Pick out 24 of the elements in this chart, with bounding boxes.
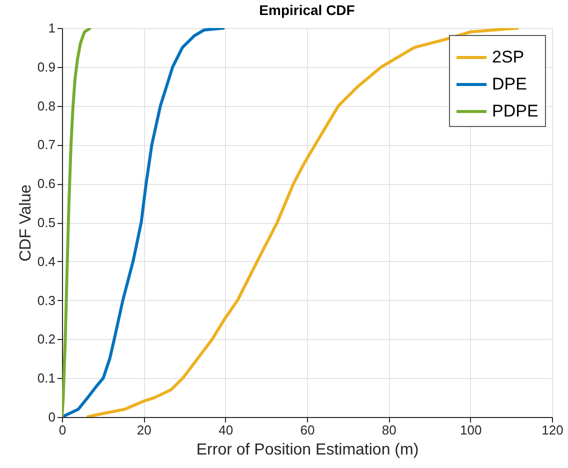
y-tick-label: 0.4 [37,254,56,269]
y-tick-label: 0.8 [37,98,56,114]
legend-label: PDPE [492,102,538,120]
y-tick-label: 0.6 [37,176,56,192]
x-axis-title: Error of Position Estimation (m) [196,442,419,458]
y-axis-title: CDF Value [17,184,34,262]
y-tick-label: 0.7 [37,137,56,152]
chart-title: Empirical CDF [259,2,356,18]
y-tick-label: 0.3 [37,292,56,308]
x-tick-label: 80 [382,422,396,438]
x-tick-label: 40 [218,422,234,438]
y-tick-label: 0.2 [37,332,56,347]
legend-label: 2SP [492,48,524,66]
y-tick-label: 1 [48,20,56,36]
y-tick-label: 0.5 [37,215,56,230]
legend-label: DPE [492,74,527,94]
y-tick-label: 0 [48,410,56,424]
y-tick-label: 0.1 [37,370,56,386]
x-tick-label: 100 [460,422,482,438]
x-tick-label: 60 [300,422,315,438]
x-tick-label: 0 [58,422,66,438]
y-tick-label: 0.9 [37,59,56,74]
x-tick-label: 120 [542,422,564,438]
x-tick-label: 20 [136,422,152,438]
